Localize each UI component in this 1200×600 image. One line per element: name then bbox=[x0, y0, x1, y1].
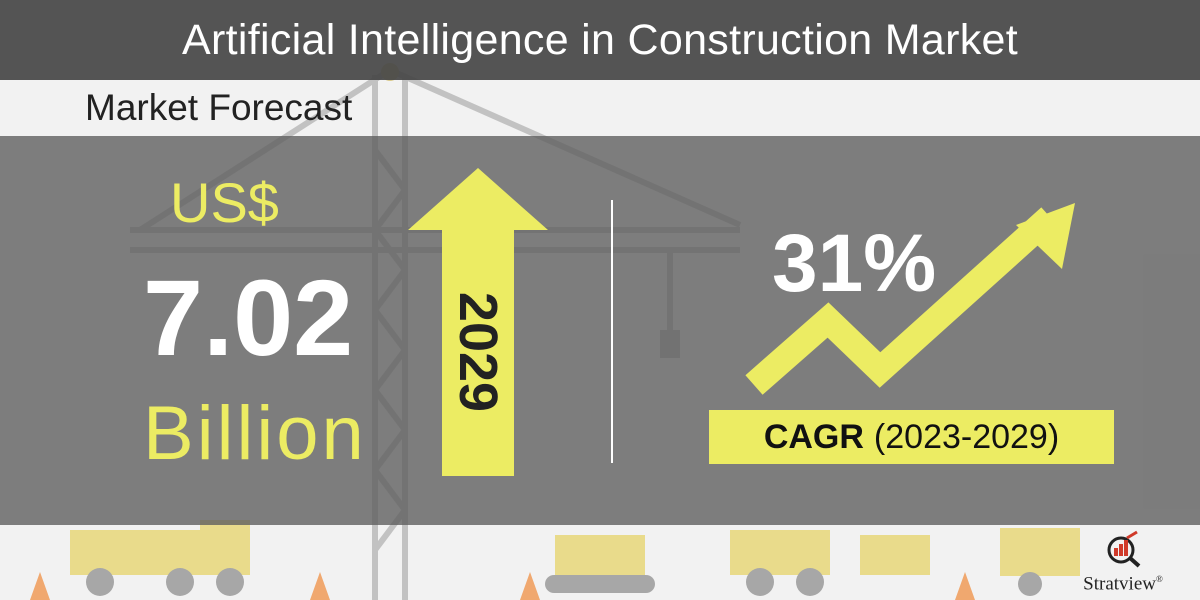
trend-arrow-icon bbox=[745, 203, 1075, 395]
cagr-period: (2023-2029) bbox=[873, 417, 1060, 456]
cagr-label-box: CAGR (2023-2029) bbox=[709, 410, 1114, 464]
stratview-logo-icon bbox=[1107, 530, 1141, 568]
section-subtitle: Market Forecast bbox=[85, 87, 353, 128]
brand-name: Stratview bbox=[1083, 573, 1156, 595]
cagr-label: CAGR bbox=[763, 417, 864, 456]
forecast-year: 2029 bbox=[448, 291, 508, 413]
brand-logo: Stratview® bbox=[1058, 528, 1188, 596]
registered-mark: ® bbox=[1155, 574, 1163, 584]
cagr-value: 31% bbox=[772, 218, 937, 309]
title-bar: Artificial Intelligence in Construction … bbox=[0, 0, 1200, 80]
currency-label: US$ bbox=[170, 171, 279, 234]
up-arrow-icon bbox=[408, 168, 548, 476]
page-title: Artificial Intelligence in Construction … bbox=[182, 15, 1018, 64]
panel-divider bbox=[611, 200, 613, 463]
market-value: 7.02 bbox=[143, 257, 354, 378]
value-unit: Billion bbox=[143, 391, 367, 476]
